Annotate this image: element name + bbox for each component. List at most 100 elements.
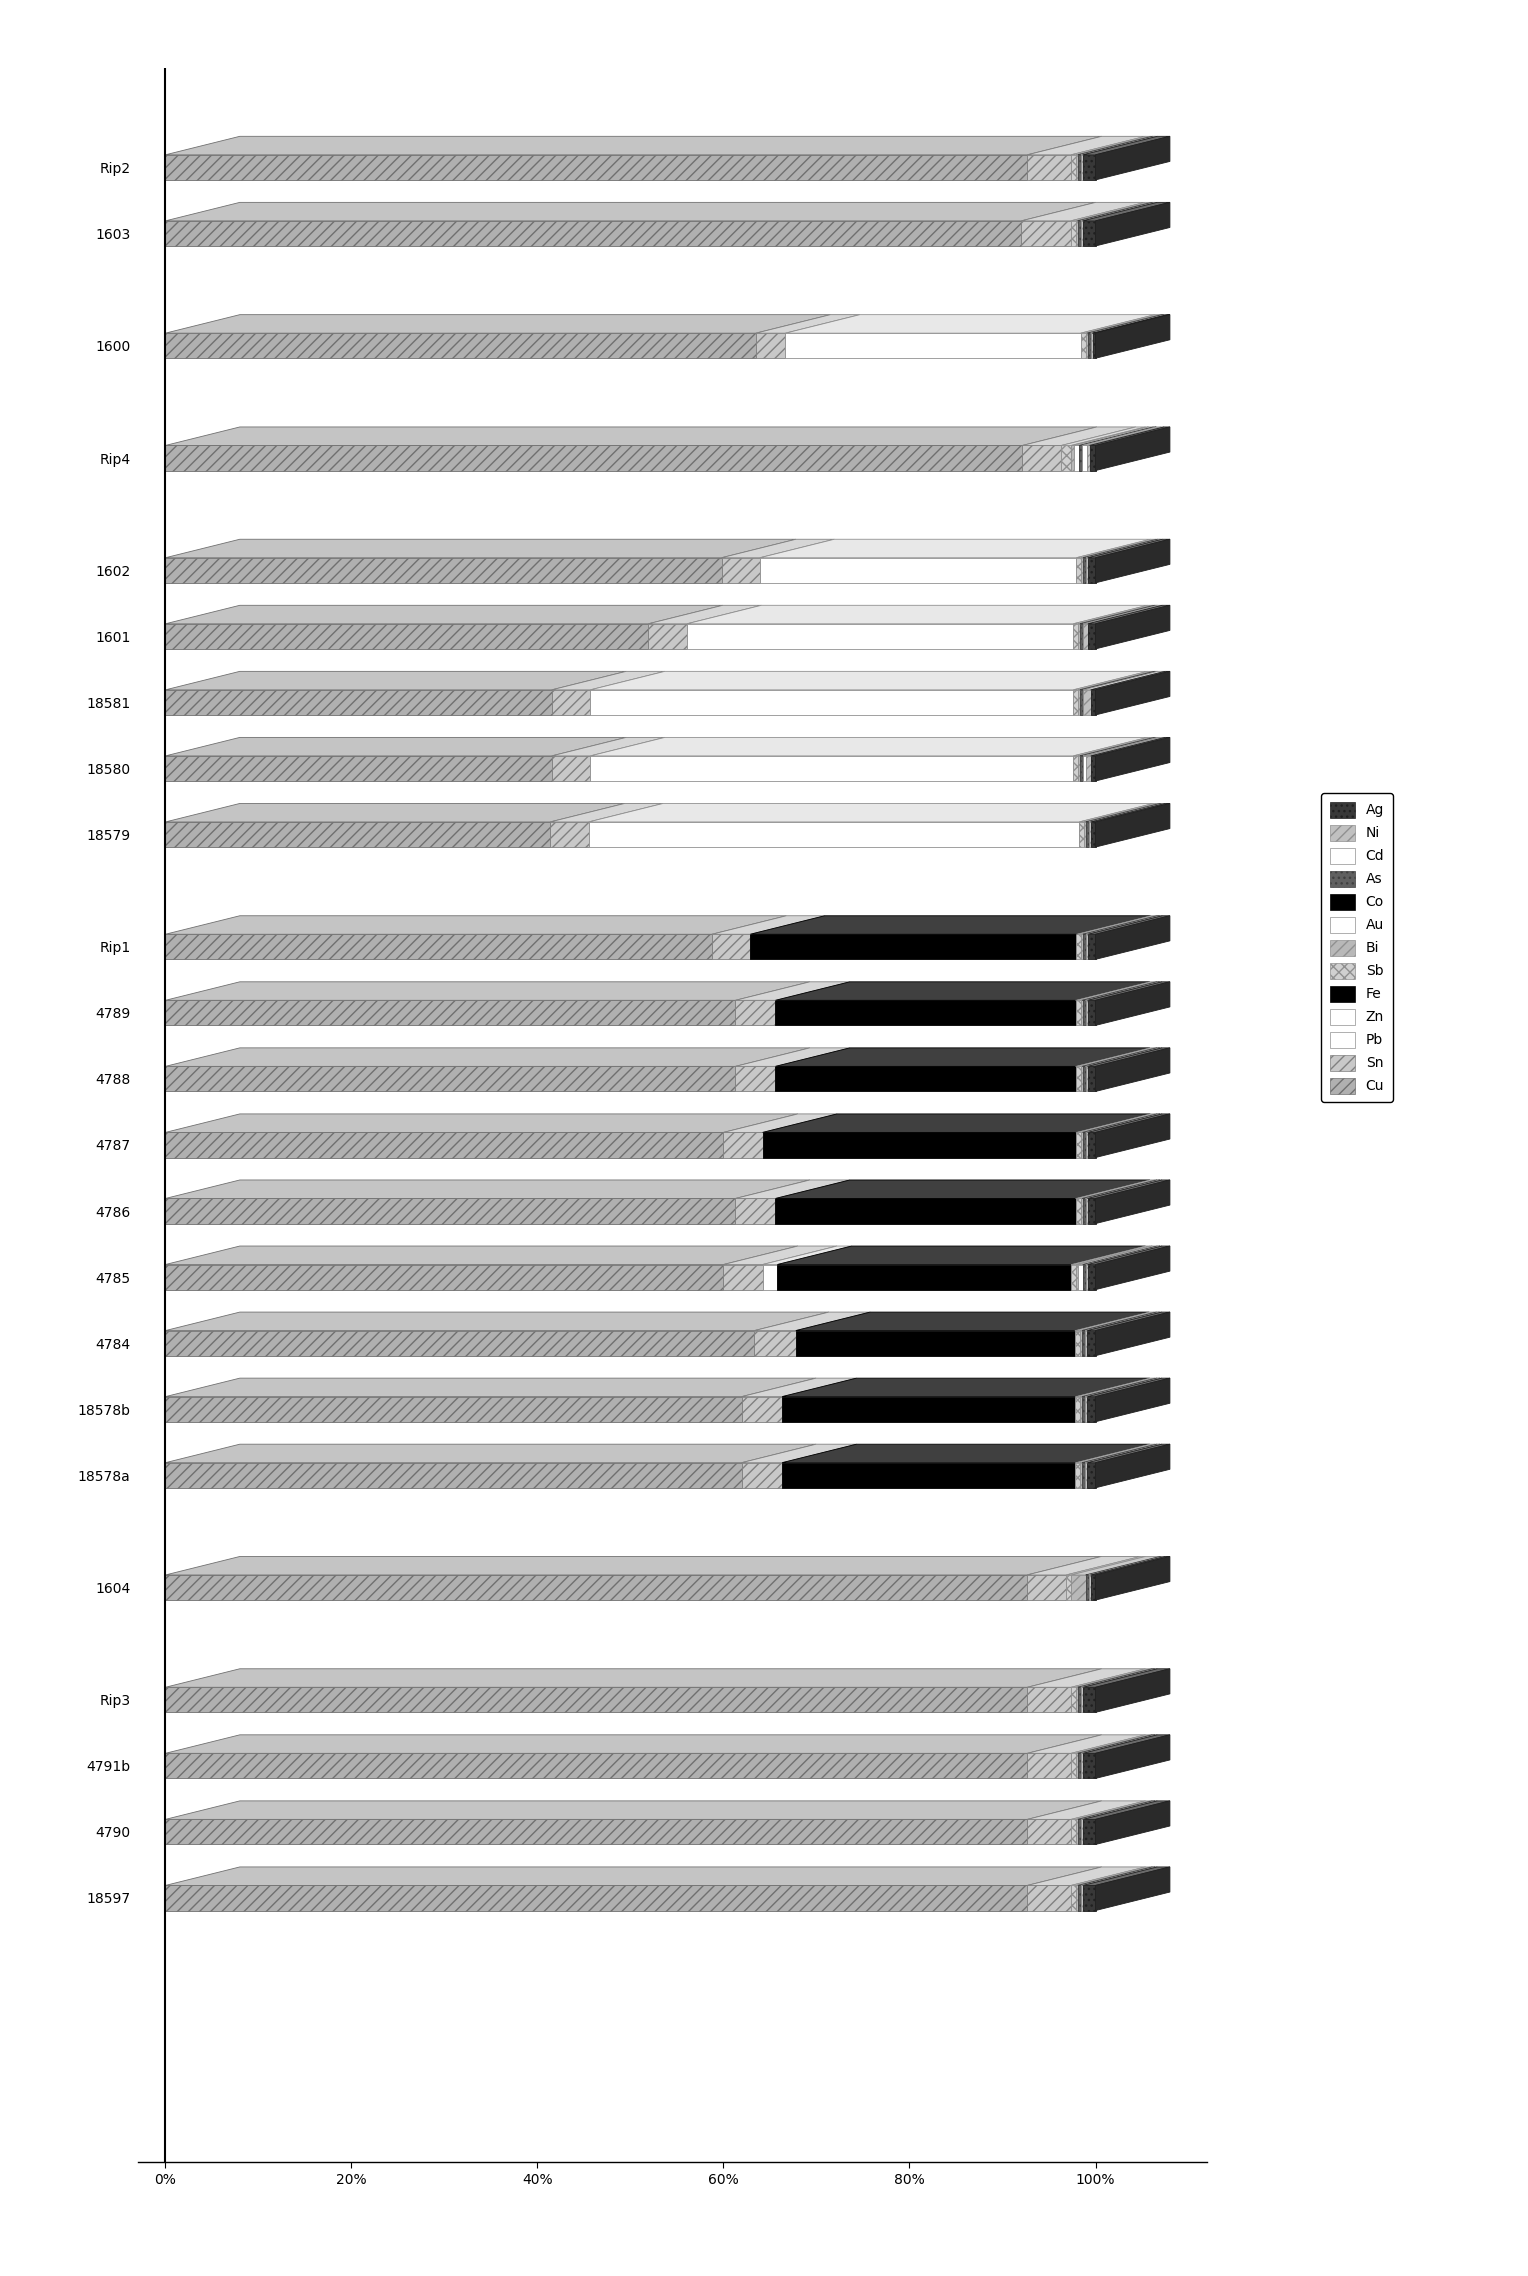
Polygon shape [1083,203,1170,221]
Polygon shape [1096,1113,1170,1158]
Polygon shape [165,1557,1102,1575]
Bar [735,1199,776,1224]
Bar [762,1133,1076,1158]
Bar [1071,1753,1076,1778]
Bar [1079,690,1080,715]
Polygon shape [776,1047,1151,1067]
Bar [1080,1331,1082,1356]
Polygon shape [1089,428,1170,446]
Bar [590,690,1073,715]
Polygon shape [1088,1445,1170,1463]
Polygon shape [550,803,663,822]
Bar [1088,933,1096,960]
Polygon shape [1077,203,1155,221]
Bar [1080,1199,1082,1224]
Polygon shape [1076,915,1155,933]
Polygon shape [1083,1734,1170,1753]
Polygon shape [1073,605,1152,624]
Bar [1086,446,1089,471]
Bar [776,1067,1076,1092]
Bar [759,558,1076,583]
Polygon shape [165,1734,1102,1753]
Polygon shape [1080,1668,1157,1687]
Bar [1079,822,1083,847]
Polygon shape [1027,1734,1146,1753]
Bar [782,1397,1076,1422]
Polygon shape [1080,1113,1157,1133]
Polygon shape [165,1379,816,1397]
Bar [1083,558,1086,583]
Polygon shape [165,671,626,690]
Bar [165,558,721,583]
Bar [165,446,1022,471]
Polygon shape [1079,737,1155,756]
Polygon shape [1077,1800,1155,1819]
Bar [1076,558,1082,583]
Bar [165,1397,741,1422]
Bar [1085,1463,1088,1489]
Bar [1086,1133,1088,1158]
Bar [165,1885,1027,1910]
Bar [1071,1819,1076,1844]
Polygon shape [1080,314,1160,332]
Polygon shape [1080,203,1157,221]
Polygon shape [1086,737,1164,756]
Polygon shape [1027,137,1146,155]
Bar [1085,1067,1088,1092]
Polygon shape [1096,981,1170,1026]
Bar [1083,1687,1096,1712]
Polygon shape [1083,1668,1170,1687]
Bar [1080,1463,1082,1489]
Polygon shape [1088,1557,1164,1575]
Polygon shape [552,671,665,690]
Polygon shape [1076,1179,1155,1199]
Polygon shape [1088,1245,1170,1265]
Bar [1080,1885,1083,1910]
Bar [1027,1575,1067,1600]
Bar [1088,1133,1096,1158]
Bar [165,1687,1027,1712]
Polygon shape [1088,981,1170,1001]
Polygon shape [756,314,860,332]
Polygon shape [1080,1379,1157,1397]
Bar [1080,1819,1083,1844]
Polygon shape [1096,1734,1170,1778]
Bar [165,221,1021,246]
Bar [1027,1819,1071,1844]
Bar [1088,1265,1096,1290]
Polygon shape [165,314,830,332]
Polygon shape [1096,1800,1170,1844]
Polygon shape [1082,539,1157,558]
Bar [1076,155,1077,180]
Bar [1022,446,1062,471]
Bar [1071,1265,1076,1290]
Bar [1076,1819,1077,1844]
Polygon shape [1080,605,1157,624]
Bar [1027,1753,1071,1778]
Bar [1071,1575,1086,1600]
Polygon shape [1080,1866,1157,1885]
Bar [588,822,1079,847]
Bar [723,1133,762,1158]
Bar [1076,221,1077,246]
Polygon shape [165,1311,828,1331]
Bar [1088,624,1096,649]
Polygon shape [165,1047,810,1067]
Polygon shape [796,1311,1149,1331]
Polygon shape [762,1245,851,1265]
Bar [165,155,1027,180]
Bar [1091,756,1096,781]
Polygon shape [1086,1113,1163,1133]
Polygon shape [165,1245,798,1265]
Bar [1082,558,1083,583]
Bar [1082,1331,1085,1356]
Bar [1080,155,1083,180]
Polygon shape [1082,915,1157,933]
Polygon shape [1088,314,1164,332]
Polygon shape [1091,803,1170,822]
Bar [1079,446,1082,471]
Bar [1073,690,1079,715]
Polygon shape [735,1047,850,1067]
Polygon shape [1080,1800,1157,1819]
Bar [552,690,590,715]
